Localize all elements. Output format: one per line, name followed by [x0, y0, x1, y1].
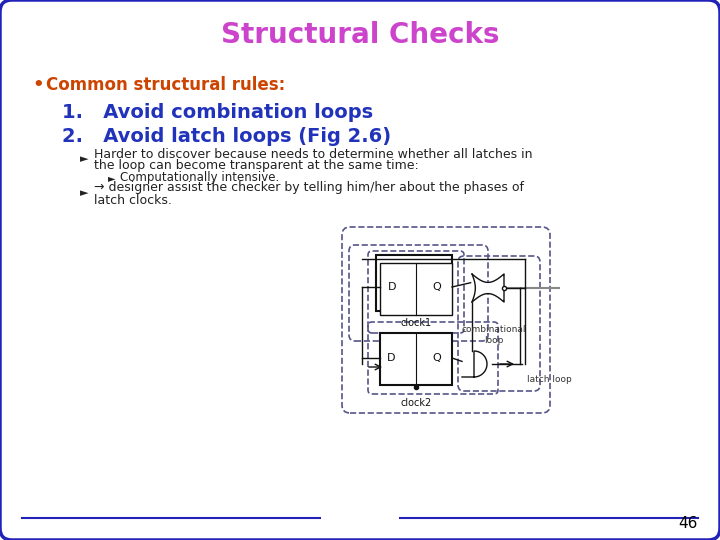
- Text: Harder to discover because needs to determine whether all latches in: Harder to discover because needs to dete…: [94, 147, 533, 160]
- Text: 46: 46: [679, 516, 698, 531]
- Polygon shape: [472, 274, 504, 302]
- Text: 2.   Avoid latch loops (Fig 2.6): 2. Avoid latch loops (Fig 2.6): [62, 126, 391, 145]
- Bar: [380, 333, 452, 385]
- Text: combinational
loop: combinational loop: [462, 325, 526, 345]
- Text: ►: ►: [80, 188, 89, 198]
- Text: D: D: [387, 353, 395, 363]
- Text: Q: Q: [433, 353, 441, 363]
- Text: Structural Checks: Structural Checks: [221, 21, 499, 49]
- Text: Computationally intensive.: Computationally intensive.: [120, 172, 279, 185]
- Text: ►: ►: [80, 154, 89, 164]
- Text: 1.   Avoid combination loops: 1. Avoid combination loops: [62, 103, 373, 122]
- Text: D: D: [388, 282, 396, 292]
- Bar: [376, 255, 452, 311]
- Text: the loop can become transparent at the same time:: the loop can become transparent at the s…: [94, 159, 419, 172]
- Text: clock1: clock1: [400, 318, 431, 328]
- Bar: [380, 263, 452, 315]
- Text: clock2: clock2: [400, 398, 431, 408]
- Text: → designer assist the checker by telling him/her about the phases of: → designer assist the checker by telling…: [94, 181, 524, 194]
- Text: latch clocks.: latch clocks.: [94, 193, 172, 206]
- Text: •: •: [32, 76, 44, 94]
- Text: ►: ►: [108, 173, 115, 183]
- Text: Common structural rules:: Common structural rules:: [46, 76, 285, 94]
- Polygon shape: [462, 351, 487, 377]
- Text: Q: Q: [433, 282, 441, 292]
- Text: latch loop: latch loop: [527, 375, 572, 383]
